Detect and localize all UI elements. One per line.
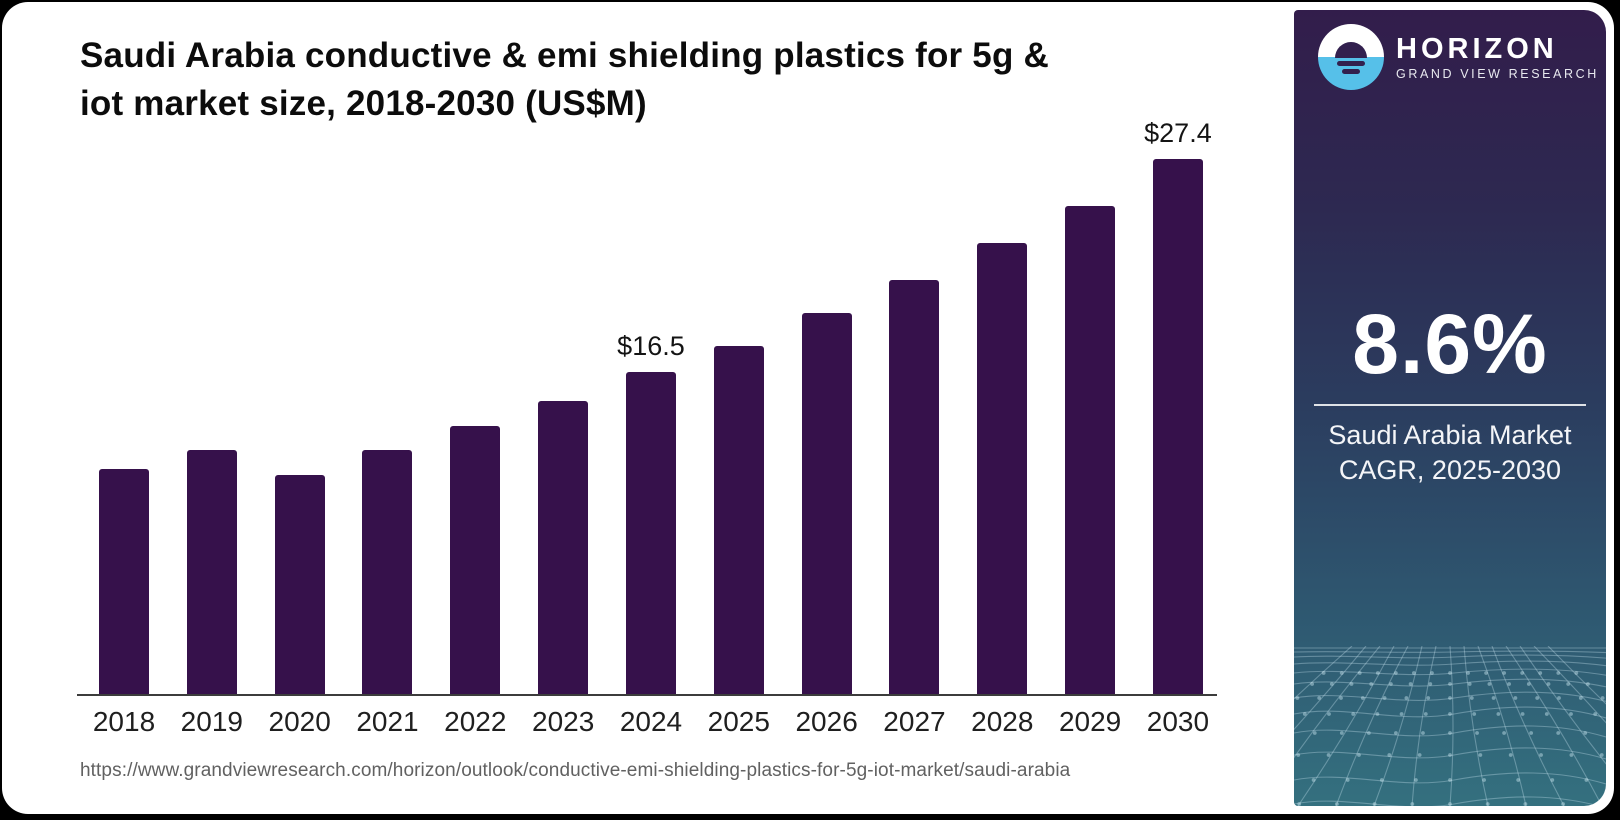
horizon-logo-icon bbox=[1318, 24, 1384, 90]
x-axis-label-2029: 2029 bbox=[1058, 706, 1122, 737]
bar-2020 bbox=[274, 475, 325, 694]
bar-column-2028: 2028 bbox=[971, 243, 1033, 737]
horizon-reflection-line-2 bbox=[1342, 69, 1360, 74]
cagr-divider bbox=[1314, 404, 1586, 406]
bar-2027 bbox=[889, 280, 940, 694]
chart-title-line2: iot market size, 2018-2030 (US$M) bbox=[80, 84, 647, 123]
x-axis-line bbox=[77, 694, 1217, 696]
bar-2028 bbox=[977, 243, 1028, 694]
bar-chart: 2018 2019 2020 2021 2022 2023 $16.5 2024 2025 202… bbox=[77, 118, 1217, 737]
chart-title-line1: Saudi Arabia conductive & emi shielding … bbox=[80, 36, 1049, 75]
bar-column-2029: 2029 bbox=[1059, 206, 1121, 737]
bar-column-2026: 2026 bbox=[795, 313, 858, 737]
bar-2021 bbox=[362, 450, 413, 694]
bar-column-2021: 2021 bbox=[356, 450, 419, 737]
bar-column-2019: 2019 bbox=[181, 450, 243, 737]
bar-column-2018: 2018 bbox=[93, 469, 155, 737]
bar-column-2020: 2020 bbox=[269, 475, 331, 737]
horizon-reflection-line-1 bbox=[1337, 61, 1365, 66]
bar-2024 bbox=[625, 372, 676, 694]
x-axis-label-2024: 2024 bbox=[619, 706, 683, 737]
wireframe-mesh-graphic bbox=[1294, 646, 1606, 806]
bar-column-2030: $27.4 2030 bbox=[1144, 118, 1212, 737]
bar-2018 bbox=[99, 469, 149, 694]
x-axis-label-2023: 2023 bbox=[531, 706, 595, 737]
bar-column-2022: 2022 bbox=[444, 426, 506, 737]
data-label-2030: $27.4 bbox=[1144, 118, 1212, 148]
cagr-block: 8.6% Saudi Arabia Market CAGR, 2025-2030 bbox=[1294, 298, 1606, 488]
x-axis-label-2022: 2022 bbox=[444, 706, 507, 737]
bar-2025 bbox=[713, 346, 764, 694]
x-axis-label-2025: 2025 bbox=[707, 706, 770, 737]
horizon-logo: HORIZON GRAND VIEW RESEARCH bbox=[1318, 24, 1599, 90]
bar-2019 bbox=[186, 450, 237, 694]
x-axis-label-2021: 2021 bbox=[356, 706, 419, 737]
bar-2029 bbox=[1065, 206, 1116, 694]
horizon-sun-icon bbox=[1335, 42, 1367, 58]
bar-2022 bbox=[450, 426, 501, 694]
brand-sidebar: HORIZON GRAND VIEW RESEARCH 8.6% Saudi A… bbox=[1294, 10, 1606, 806]
x-axis-label-2027: 2027 bbox=[883, 706, 946, 737]
x-axis-label-2020: 2020 bbox=[268, 706, 331, 737]
brand-name: HORIZON bbox=[1396, 32, 1558, 65]
chart-title: Saudi Arabia conductive & emi shielding … bbox=[80, 32, 1080, 128]
bar-column-2023: 2023 bbox=[532, 401, 594, 737]
data-label-2024: $16.5 bbox=[617, 331, 685, 361]
x-axis-label-2018: 2018 bbox=[92, 706, 156, 737]
bar-column-2025: 2025 bbox=[708, 346, 770, 737]
cagr-caption-line2: CAGR, 2025-2030 bbox=[1338, 455, 1562, 485]
cagr-caption: Saudi Arabia Market CAGR, 2025-2030 bbox=[1294, 418, 1606, 488]
bar-column-2027: 2027 bbox=[883, 280, 946, 737]
cagr-caption-line1: Saudi Arabia Market bbox=[1328, 420, 1572, 450]
bar-chart-plot-area: 2018 2019 2020 2021 2022 2023 $16.5 2024 2025 202… bbox=[93, 118, 1212, 737]
horizon-logo-text: HORIZON GRAND VIEW RESEARCH bbox=[1396, 34, 1599, 81]
cagr-value: 8.6% bbox=[1352, 297, 1548, 391]
bar-2030 bbox=[1152, 159, 1203, 694]
bar-2026 bbox=[801, 313, 852, 694]
x-axis-label-2028: 2028 bbox=[971, 706, 1034, 737]
x-axis-label-2019: 2019 bbox=[180, 706, 243, 737]
bar-column-2024: $16.5 2024 bbox=[617, 331, 685, 737]
brand-subtitle: GRAND VIEW RESEARCH bbox=[1396, 66, 1599, 81]
x-axis-label-2030: 2030 bbox=[1146, 706, 1210, 737]
x-axis-label-2026: 2026 bbox=[795, 706, 858, 737]
source-url: https://www.grandviewresearch.com/horizo… bbox=[80, 760, 1071, 781]
bar-2023 bbox=[538, 401, 589, 694]
